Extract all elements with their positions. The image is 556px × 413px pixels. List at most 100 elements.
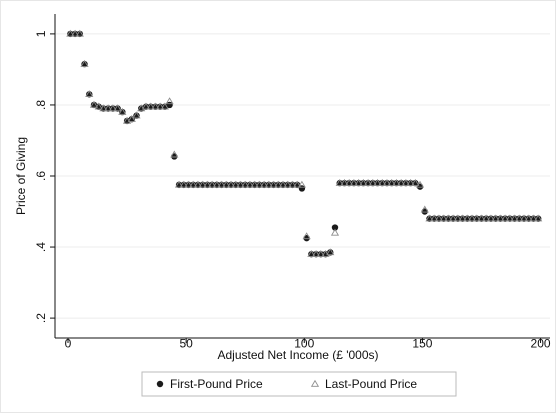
point bbox=[458, 214, 467, 222]
y-tick-label: .8 bbox=[34, 100, 48, 110]
point bbox=[382, 178, 392, 186]
legend-box bbox=[141, 371, 457, 397]
point bbox=[354, 178, 363, 186]
point bbox=[198, 180, 207, 188]
point bbox=[250, 180, 259, 188]
point bbox=[283, 180, 292, 188]
point bbox=[104, 104, 113, 112]
point bbox=[70, 29, 80, 37]
point bbox=[297, 180, 306, 188]
point bbox=[189, 180, 198, 188]
point bbox=[165, 97, 174, 105]
point bbox=[264, 180, 273, 188]
point bbox=[434, 214, 444, 222]
point bbox=[439, 214, 448, 222]
point bbox=[453, 214, 462, 222]
point bbox=[378, 178, 387, 186]
legend-label: Last-Pound Price bbox=[325, 377, 417, 391]
legend-label: First-Pound Price bbox=[170, 377, 263, 391]
point bbox=[359, 178, 368, 186]
point bbox=[118, 107, 127, 115]
point bbox=[373, 178, 382, 186]
point bbox=[327, 249, 334, 256]
point bbox=[505, 214, 514, 222]
point bbox=[534, 214, 543, 222]
point bbox=[406, 178, 415, 186]
point bbox=[491, 214, 500, 222]
point bbox=[430, 214, 439, 222]
legend-marker bbox=[310, 379, 320, 387]
point bbox=[415, 180, 425, 188]
point bbox=[482, 214, 491, 222]
point bbox=[311, 249, 321, 257]
point bbox=[421, 208, 428, 215]
point bbox=[184, 180, 193, 188]
point bbox=[316, 249, 325, 257]
point bbox=[193, 180, 203, 188]
point bbox=[326, 248, 335, 256]
x-tick-label: 0 bbox=[65, 336, 72, 350]
point bbox=[231, 180, 240, 188]
x-axis-title: Adjusted Net Income (£ '000s) bbox=[217, 348, 378, 362]
point bbox=[146, 102, 155, 110]
point bbox=[519, 214, 529, 222]
point bbox=[160, 102, 169, 110]
point bbox=[425, 214, 434, 222]
point bbox=[368, 178, 377, 186]
point bbox=[501, 214, 510, 222]
y-tick-label: .2 bbox=[34, 313, 48, 323]
point bbox=[255, 180, 264, 188]
point bbox=[170, 150, 179, 158]
point bbox=[222, 180, 231, 188]
point bbox=[171, 153, 178, 160]
point bbox=[85, 90, 94, 98]
point bbox=[274, 180, 283, 188]
point bbox=[349, 178, 358, 186]
point bbox=[278, 180, 288, 188]
point bbox=[212, 180, 221, 188]
point bbox=[340, 178, 349, 186]
point bbox=[496, 214, 505, 222]
point bbox=[86, 91, 93, 98]
y-tick-label: 1 bbox=[34, 30, 48, 37]
point bbox=[81, 60, 88, 68]
x-tick-label: 50 bbox=[179, 336, 193, 350]
x-tick-label: 150 bbox=[412, 336, 432, 350]
point bbox=[288, 180, 297, 188]
point bbox=[151, 102, 160, 110]
point bbox=[392, 178, 401, 186]
point bbox=[420, 205, 429, 213]
x-tick-label: 200 bbox=[531, 336, 551, 350]
point bbox=[66, 29, 75, 37]
point bbox=[302, 232, 311, 240]
point bbox=[113, 104, 122, 112]
point bbox=[524, 214, 533, 222]
point bbox=[335, 178, 344, 186]
point bbox=[444, 214, 453, 222]
y-axis-title: Price of Giving bbox=[14, 137, 28, 215]
point bbox=[132, 111, 141, 119]
point bbox=[401, 178, 410, 186]
point bbox=[330, 228, 340, 236]
point bbox=[387, 178, 396, 186]
point bbox=[529, 214, 538, 222]
point bbox=[80, 59, 89, 67]
point bbox=[99, 104, 108, 112]
point bbox=[108, 104, 117, 112]
point bbox=[467, 214, 477, 222]
point bbox=[89, 100, 99, 108]
y-tick-label: .4 bbox=[34, 242, 48, 252]
point bbox=[345, 178, 354, 186]
point bbox=[203, 180, 212, 188]
point bbox=[236, 180, 245, 188]
point bbox=[515, 214, 524, 222]
point bbox=[411, 178, 420, 186]
point bbox=[449, 214, 458, 222]
point bbox=[174, 180, 184, 188]
point bbox=[510, 214, 519, 222]
point bbox=[75, 29, 84, 37]
point bbox=[363, 178, 373, 186]
legend-marker bbox=[156, 380, 164, 388]
